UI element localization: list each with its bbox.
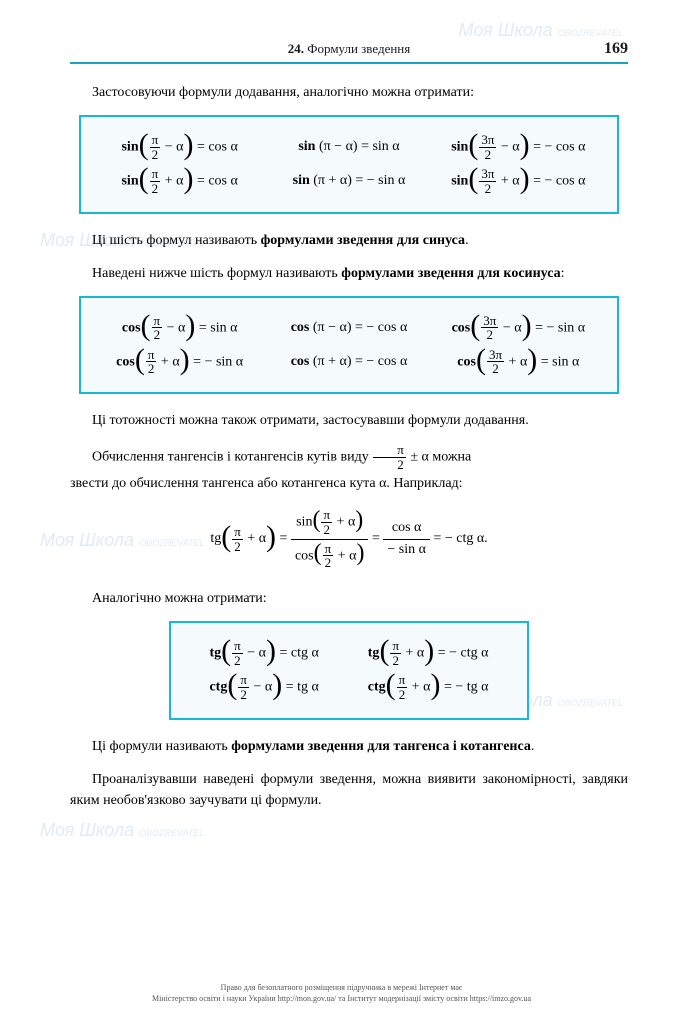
formula: cos (π − α) = − cos α bbox=[264, 320, 433, 336]
formula: cos(3π2 − α) = − sin α bbox=[434, 314, 603, 342]
formula: cos(π2 + α) = − sin α bbox=[95, 348, 264, 376]
section-title: 24. Формули зведення bbox=[210, 41, 489, 57]
derivation-equation: tg(π2 + α) = sin(π2 + α) cos(π2 + α) = c… bbox=[70, 506, 628, 572]
formula-box-cos: cos(π2 − α) = sin α cos (π − α) = − cos … bbox=[79, 296, 619, 395]
formula: tg(π2 + α) = − ctg α bbox=[368, 639, 489, 667]
formula: sin(3π2 + α) = − cos α bbox=[434, 167, 603, 195]
formula: sin(π2 − α) = cos α bbox=[95, 133, 264, 161]
page-header: 24. Формули зведення 169 bbox=[70, 40, 628, 64]
paragraph: звести до обчислення тангенса або котанг… bbox=[70, 473, 628, 494]
paragraph: Проаналізувавши наведені формули зведенн… bbox=[70, 769, 628, 811]
formula: ctg(π2 − α) = tg α bbox=[209, 673, 318, 701]
formula-box-sin: sin(π2 − α) = cos α sin (π − α) = sin α … bbox=[79, 115, 619, 214]
formula: sin(3π2 − α) = − cos α bbox=[434, 133, 603, 161]
paragraph: Наведені нижче шість формул називають фо… bbox=[70, 263, 628, 284]
formula: sin(π2 + α) = cos α bbox=[95, 167, 264, 195]
page-number: 169 bbox=[489, 40, 629, 58]
formula-box-tan: tg(π2 − α) = ctg α tg(π2 + α) = − ctg α … bbox=[169, 621, 529, 720]
footer-copyright: Право для безоплатного розміщення підруч… bbox=[0, 983, 683, 1004]
formula: tg(π2 − α) = ctg α bbox=[209, 639, 318, 667]
formula: ctg(π2 + α) = − tg α bbox=[368, 673, 489, 701]
formula: cos(3π2 + α) = sin α bbox=[434, 348, 603, 376]
formula: cos (π + α) = − cos α bbox=[264, 354, 433, 370]
paragraph: Обчислення тангенсів і котангенсів кутів… bbox=[70, 443, 628, 471]
page-content: 24. Формули зведення 169 Застосовуючи фо… bbox=[0, 0, 683, 843]
paragraph: Ці формули називають формулами зведення … bbox=[70, 736, 628, 757]
formula: cos(π2 − α) = sin α bbox=[95, 314, 264, 342]
paragraph: Ці тотожності можна також отримати, заст… bbox=[70, 410, 628, 431]
paragraph: Ці шість формул називають формулами звед… bbox=[70, 230, 628, 251]
paragraph: Застосовуючи формули додавання, аналогіч… bbox=[70, 82, 628, 103]
formula: sin (π + α) = − sin α bbox=[264, 173, 433, 189]
paragraph: Аналогічно можна отримати: bbox=[70, 588, 628, 609]
formula: sin (π − α) = sin α bbox=[264, 139, 433, 155]
